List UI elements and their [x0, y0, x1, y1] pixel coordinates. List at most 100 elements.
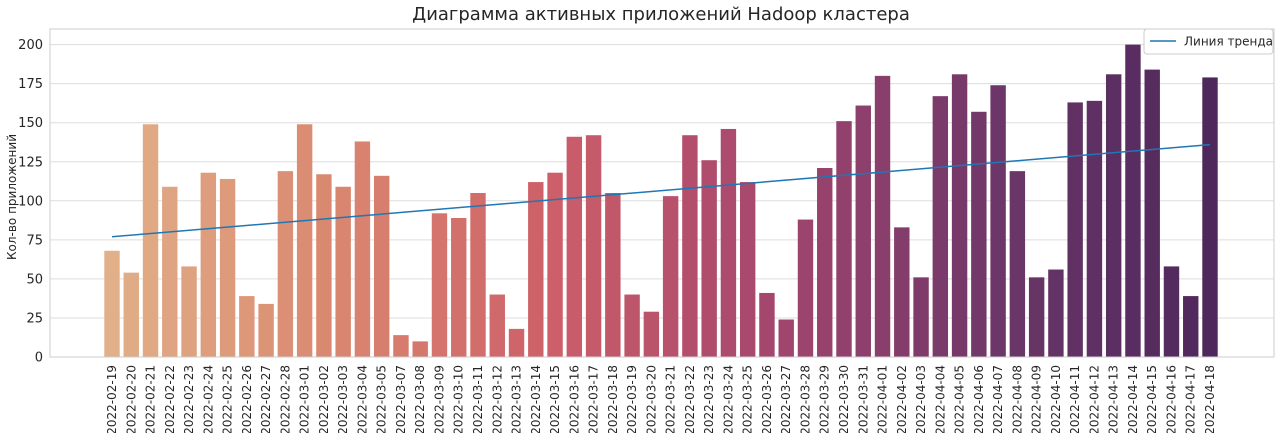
x-tick-label: 2022-03-10: [452, 365, 466, 433]
bar: [1144, 69, 1160, 357]
bar: [219, 178, 236, 357]
x-tick-label: 2022-04-02: [895, 365, 909, 433]
x-tick-label: 2022-02-24: [201, 365, 215, 433]
x-tick-label: 2022-03-18: [606, 365, 620, 433]
bar: [104, 250, 120, 357]
bar: [296, 124, 313, 358]
x-tick-label: 2022-03-15: [548, 365, 562, 433]
x-tick-label: 2022-04-04: [933, 365, 947, 433]
bar: [797, 219, 814, 357]
legend-label-trend: Линия тренда: [1184, 35, 1273, 49]
x-tick-label: 2022-03-11: [471, 365, 485, 433]
x-tick-label: 2022-02-26: [240, 365, 254, 433]
bar: [547, 172, 563, 357]
x-tick-label: 2022-03-25: [741, 365, 755, 433]
legend-box: [1143, 28, 1274, 55]
bar: [739, 182, 756, 357]
bar: [643, 311, 660, 357]
x-tick-labels: 2022-02-19 2022-02-20 2022-02-21 2022-02-22…: [105, 365, 1217, 433]
bar: [1009, 171, 1026, 357]
x-tick-label: 2022-04-01: [876, 365, 890, 433]
bar: [605, 193, 621, 357]
x-tick-label: 2022-04-18: [1203, 365, 1217, 433]
bar: [1202, 77, 1218, 358]
bar: [817, 168, 833, 357]
x-tick-label: 2022-02-25: [221, 365, 235, 433]
x-tick-label: 2022-04-08: [1010, 365, 1024, 433]
bar: [778, 319, 794, 357]
x-tick-label: 2022-02-19: [105, 365, 119, 433]
x-tick-label: 2022-03-13: [510, 365, 524, 433]
y-tick-label: 75: [26, 233, 43, 248]
x-tick-label: 2022-02-28: [278, 365, 292, 433]
x-tick-label: 2022-03-08: [413, 365, 427, 433]
bar: [470, 193, 486, 357]
bar: [258, 303, 274, 357]
x-tick-label: 2022-03-02: [317, 365, 331, 433]
x-tick-label: 2022-03-01: [298, 365, 312, 433]
plot-frame: [49, 28, 1275, 358]
bar: [932, 96, 949, 358]
bar: [701, 160, 717, 357]
y-tick-label: 100: [18, 194, 43, 209]
bar: [951, 74, 968, 358]
x-tick-label: 2022-03-29: [818, 365, 832, 433]
x-tick-label: 2022-04-03: [914, 365, 928, 433]
bar: [393, 335, 409, 357]
chart-title: Диаграмма активных приложений Hadoop кла…: [412, 4, 910, 25]
x-tick-label: 2022-03-21: [664, 365, 678, 433]
x-tick-label: 2022-02-23: [182, 365, 196, 433]
y-tick-label: 175: [18, 77, 43, 92]
bars: [104, 44, 1218, 358]
bar: [431, 213, 448, 357]
x-tick-label: 2022-03-31: [856, 365, 870, 433]
y-tick-label: 0: [35, 351, 43, 366]
legend: Линия тренда: [1143, 28, 1274, 55]
bar: [662, 196, 679, 357]
bar: [1125, 44, 1141, 357]
trend-line: [111, 143, 1211, 238]
x-tick-label: 2022-04-07: [991, 365, 1005, 433]
bar: [142, 124, 159, 358]
bar: [316, 174, 332, 357]
x-tick-label: 2022-03-04: [355, 365, 369, 433]
x-tick-label: 2022-04-10: [1049, 365, 1063, 433]
bar: [1163, 266, 1180, 357]
bar: [373, 175, 390, 357]
x-tick-label: 2022-02-22: [163, 365, 177, 433]
bar: [451, 217, 467, 357]
y-tick-label: 50: [26, 272, 43, 287]
bar: [200, 172, 217, 357]
y-tick-label: 25: [26, 311, 43, 326]
x-tick-label: 2022-04-06: [972, 365, 986, 433]
x-tick-label: 2022-03-16: [567, 365, 581, 433]
bar: [1086, 100, 1103, 357]
bar: [1067, 102, 1083, 358]
x-tick-label: 2022-04-09: [1030, 365, 1044, 433]
x-tick-label: 2022-03-24: [721, 365, 735, 433]
x-tick-label: 2022-03-30: [837, 365, 851, 433]
x-tick-label: 2022-03-03: [336, 365, 350, 433]
x-tick-label: 2022-03-20: [644, 365, 658, 433]
bar: [277, 171, 294, 357]
bar: [894, 227, 910, 357]
x-tick-label: 2022-04-13: [1107, 365, 1121, 433]
bar: [971, 111, 987, 358]
x-tick-label: 2022-04-15: [1145, 365, 1159, 433]
x-tick-label: 2022-03-14: [529, 365, 543, 433]
bar: [239, 296, 255, 357]
x-tick-label: 2022-03-23: [702, 365, 716, 433]
x-tick-label: 2022-04-05: [953, 365, 967, 433]
bar: [624, 294, 640, 357]
bar: [855, 105, 871, 358]
bar: [585, 135, 602, 357]
x-tick-label: 2022-04-11: [1068, 365, 1082, 433]
x-tick-label: 2022-04-16: [1164, 365, 1178, 433]
bar: [162, 186, 178, 357]
x-tick-label: 2022-03-22: [683, 365, 697, 433]
x-tick-label: 2022-03-09: [432, 365, 446, 433]
y-tick-label: 150: [18, 116, 43, 131]
x-tick-label: 2022-02-21: [144, 365, 158, 433]
bar: [354, 141, 371, 357]
bar: [1105, 74, 1122, 358]
